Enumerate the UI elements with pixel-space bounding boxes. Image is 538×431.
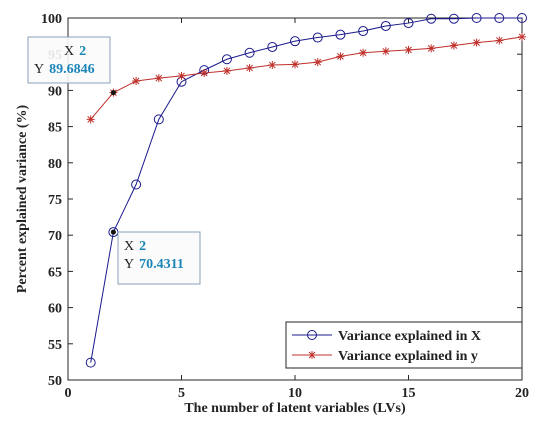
marker	[307, 330, 317, 340]
marker	[131, 179, 142, 190]
legend: Variance explained in X Variance explaine…	[285, 321, 523, 369]
marker	[336, 52, 345, 61]
y-tick-label: 50	[48, 374, 62, 389]
marker	[404, 45, 413, 54]
y-tick-label: 65	[48, 265, 62, 280]
x-tick-label: 10	[288, 386, 302, 401]
y-tick-label: 75	[48, 193, 62, 208]
marker	[308, 351, 316, 359]
marker	[472, 38, 481, 47]
marker	[494, 13, 505, 23]
marker	[448, 13, 459, 24]
marker	[381, 47, 390, 56]
data-tip-label: Y	[34, 62, 44, 77]
y-tick-label: 60	[48, 302, 62, 317]
marker	[222, 66, 231, 75]
marker	[427, 44, 436, 53]
y-tick-label: 90	[48, 84, 62, 99]
data-tip-point	[110, 90, 116, 96]
marker	[426, 13, 437, 24]
x-axis-label: The number of latent variables (LVs)	[184, 401, 406, 416]
marker	[403, 18, 414, 29]
marker	[471, 13, 482, 23]
marker	[518, 32, 526, 41]
marker	[244, 47, 255, 58]
plot-area	[67, 17, 523, 381]
y-tick-label: 55	[48, 338, 62, 353]
data-tip: X 2 Y 89.6846	[27, 36, 116, 96]
marker	[154, 74, 163, 83]
marker	[221, 54, 232, 65]
data-tip-text: Y 70.4311	[124, 257, 184, 272]
marker	[85, 357, 96, 368]
data-tip-label: Y	[124, 257, 134, 272]
marker	[132, 76, 141, 85]
marker	[359, 48, 368, 57]
y-axis-label: Percent explained variance (%)	[15, 105, 30, 294]
legend-label: Variance explained in X	[338, 329, 481, 344]
data-tip-point	[110, 229, 116, 235]
data-tip: X 2Y 70.4311	[110, 229, 201, 285]
marker	[245, 63, 254, 72]
legend-label: Variance explained in y	[338, 349, 478, 364]
marker	[267, 41, 278, 52]
marker	[313, 58, 322, 67]
y-tick-label: 70	[48, 229, 62, 244]
x-tick-label: 15	[402, 386, 416, 401]
x-tick-label: 5	[178, 386, 185, 401]
marker	[449, 41, 458, 50]
data-tip-text: Y 89.6846	[34, 62, 95, 77]
marker	[268, 61, 277, 70]
x-tick-label: 20	[515, 386, 529, 401]
data-tip-value: 70.4311	[139, 257, 184, 272]
marker	[380, 20, 391, 31]
marker	[495, 36, 504, 45]
marker	[153, 114, 164, 125]
data-tip-box	[117, 231, 201, 285]
data-tip-box	[27, 36, 111, 84]
data-tip-label: X	[64, 44, 74, 59]
y-tick-label: 85	[48, 121, 62, 136]
marker	[290, 36, 300, 47]
marker	[312, 32, 323, 43]
marker	[517, 13, 527, 23]
legend-box	[285, 321, 523, 369]
marker	[86, 115, 95, 124]
data-tip-value: 2	[139, 239, 146, 254]
y-tick-label: 100	[41, 12, 62, 27]
marker	[291, 60, 299, 69]
y-tick-label: 80	[48, 157, 62, 172]
x-tick-label: 0	[65, 386, 72, 401]
marker	[335, 29, 346, 40]
data-tip-value: 89.6846	[49, 62, 95, 77]
marker	[358, 26, 369, 37]
data-tip-label: X	[124, 239, 134, 254]
marker	[177, 71, 186, 80]
marker	[200, 69, 209, 78]
series-line	[90, 17, 522, 363]
data-tip-value: 2	[79, 44, 86, 59]
